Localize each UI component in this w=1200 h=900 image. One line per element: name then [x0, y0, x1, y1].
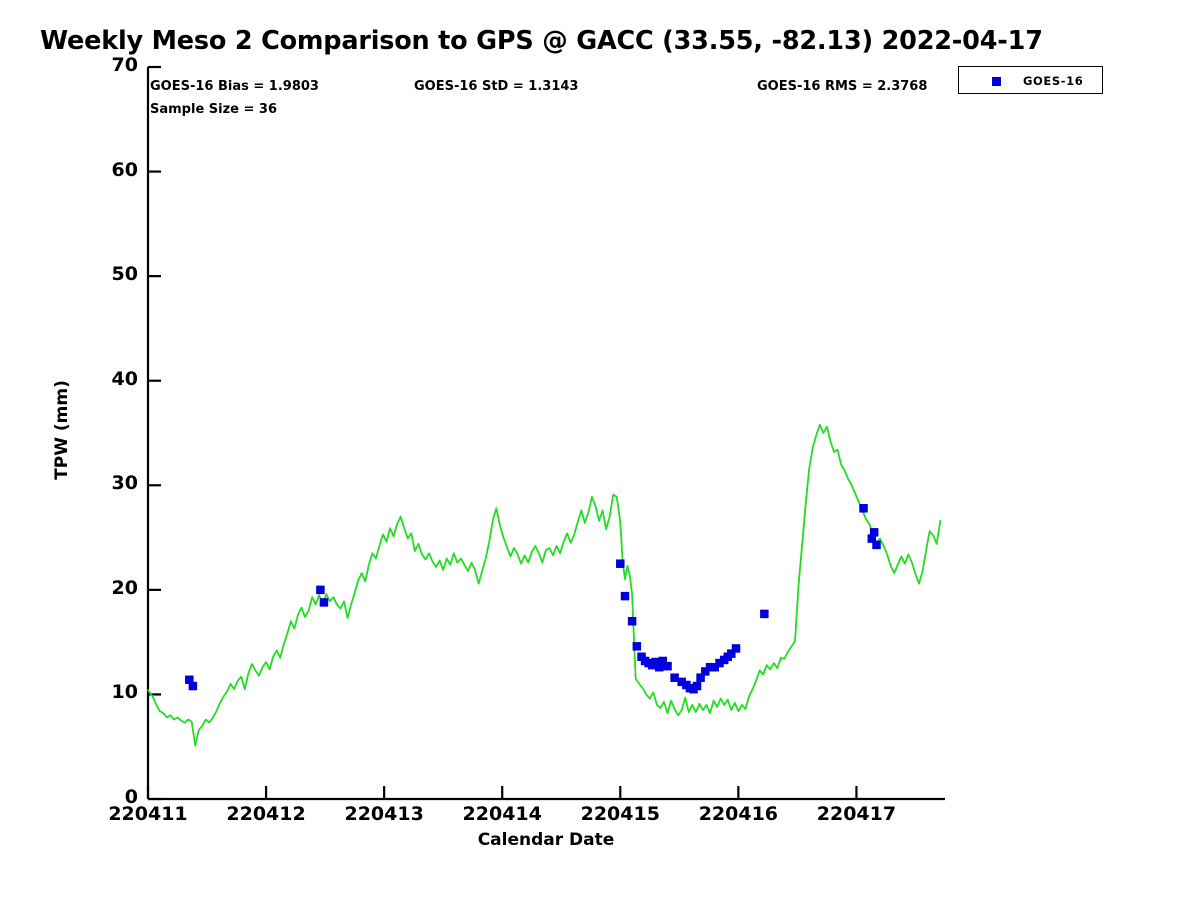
goes16-data-point [867, 534, 877, 543]
x-tick-label: 220412 [226, 803, 306, 825]
stat-std: GOES-16 StD = 1.3143 [414, 79, 579, 94]
y-tick-label: 10 [111, 681, 138, 704]
goes16-data-point [651, 657, 660, 667]
y-tick-label: 50 [111, 263, 138, 286]
goes16-scatter-series [185, 504, 881, 694]
goes16-data-point [655, 662, 664, 672]
x-tick-label: 220415 [580, 803, 660, 825]
x-tick-label: 220417 [816, 803, 897, 825]
x-tick-label: 220411 [108, 803, 188, 825]
goes16-data-point [188, 681, 198, 691]
goes16-data-point [677, 677, 686, 687]
goes16-data-point [710, 662, 720, 672]
y-tick-label: 0 [124, 786, 138, 808]
goes16-data-point [616, 559, 625, 568]
goes16-data-point [872, 540, 881, 550]
goes16-data-point [316, 585, 325, 595]
x-tick-label: 220414 [462, 803, 542, 825]
goes16-data-point [692, 681, 702, 691]
stat-rms: GOES-16 RMS = 2.3768 [757, 79, 928, 94]
y-tick-label: 40 [111, 367, 138, 390]
goes16-data-point [663, 661, 672, 671]
y-tick-marks [148, 65, 161, 801]
goes16-data-point [705, 662, 715, 672]
axis-lines [146, 67, 945, 801]
goes16-data-point [859, 504, 868, 513]
stat-sample-size: Sample Size = 36 [150, 102, 278, 117]
goes16-data-point [760, 609, 769, 619]
y-tick-label: 70 [111, 54, 138, 76]
x-axis-label: Calendar Date [477, 830, 615, 850]
y-tick-label: 30 [111, 472, 138, 495]
goes16-data-point [715, 658, 724, 668]
y-tick-label: 20 [111, 576, 138, 599]
goes16-data-point [632, 642, 642, 651]
goes16-data-point [701, 667, 710, 676]
goes16-data-point [620, 591, 630, 601]
goes16-data-point [658, 656, 668, 666]
gps-line-series [147, 423, 942, 747]
legend-marker-goes16 [992, 77, 1001, 86]
x-tick-label: 220416 [698, 803, 779, 825]
goes16-data-point [670, 673, 679, 682]
goes16-data-point [185, 675, 194, 685]
page-title: Weekly Meso 2 Comparison to GPS @ GACC (… [40, 26, 1043, 56]
y-tick-label: 60 [111, 158, 138, 181]
goes16-data-point [731, 644, 741, 653]
x-tick-marks [146, 786, 858, 799]
x-tick-label: 220413 [344, 803, 424, 825]
legend-label-goes16: GOES-16 [1023, 74, 1084, 88]
goes16-data-point [869, 528, 879, 537]
y-axis-label: TPW (mm) [52, 380, 72, 480]
goes16-data-point [627, 616, 637, 626]
goes16-data-point [727, 649, 736, 658]
goes16-data-point [696, 673, 705, 682]
goes16-data-point [319, 598, 329, 607]
legend: GOES-16 [958, 66, 1103, 94]
stat-bias: GOES-16 Bias = 1.9803 [150, 79, 319, 94]
